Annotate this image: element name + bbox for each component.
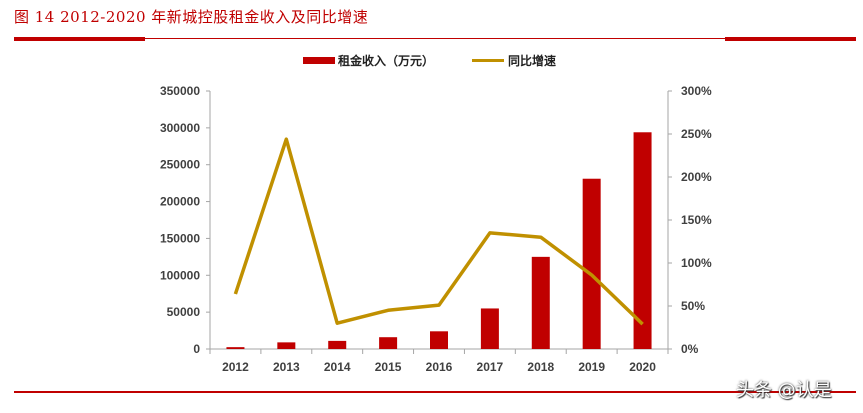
x-axis-tick-label: 2016	[426, 360, 453, 374]
chart-legend: 租金收入（万元） 同比增速	[0, 52, 863, 72]
x-axis-tick-label: 2014	[324, 360, 351, 374]
left-axis-tick-label: 150000	[160, 231, 200, 245]
legend-item-growth: 同比增速	[472, 52, 556, 69]
bar	[582, 178, 601, 349]
top-rule	[14, 38, 856, 39]
bottom-rule	[14, 391, 856, 393]
top-rule-accent-right	[725, 37, 856, 41]
right-axis-tick-label: 300%	[681, 84, 712, 98]
bar	[633, 132, 652, 349]
bar	[226, 347, 245, 349]
x-axis-tick-label: 2018	[527, 360, 554, 374]
bar	[480, 308, 499, 349]
top-rule-accent-left	[14, 37, 145, 41]
left-y-axis: 0 50000 100000 150000 200000 250000 300000 3500…	[160, 84, 211, 356]
x-axis-tick-label: 2013	[273, 360, 300, 374]
x-axis-tick-label: 2019	[578, 360, 605, 374]
bar-series-rent-income	[226, 132, 652, 349]
left-axis-tick-label: 200000	[160, 195, 200, 209]
bar	[430, 331, 448, 349]
right-axis-tick-label: 50%	[681, 299, 705, 313]
right-axis-tick-label: 100%	[681, 256, 712, 270]
left-axis-tick-label: 250000	[160, 158, 200, 172]
x-axis: 2012 2013 2014 2015 2016 2017 2018 2019 2020	[209, 348, 669, 374]
right-axis-tick-label: 200%	[681, 170, 712, 184]
x-axis-tick-label: 2020	[629, 360, 656, 374]
left-axis-tick-label: 300000	[160, 121, 200, 135]
bar	[277, 342, 296, 349]
watermark: 头条 @认是	[736, 380, 832, 401]
bar-swatch-icon	[303, 57, 335, 64]
bar	[531, 256, 550, 349]
x-axis-tick-label: 2017	[477, 360, 504, 374]
left-axis-tick-label: 0	[193, 342, 200, 356]
x-axis-tick-label: 2012	[222, 360, 249, 374]
left-axis-tick-label: 50000	[167, 305, 201, 319]
left-axis-tick-label: 350000	[160, 84, 200, 98]
right-y-axis: 0% 50% 100% 150% 200% 250% 300%	[667, 84, 712, 356]
bar	[328, 340, 347, 349]
figure-title: 图 14 2012-2020 年新城控股租金收入及同比增速	[14, 8, 369, 26]
bar	[379, 337, 398, 349]
legend-item-rent-income: 租金收入（万元）	[303, 52, 434, 69]
line-swatch-icon	[472, 59, 504, 62]
line-series-growth	[233, 137, 644, 326]
legend-label-rent-income: 租金收入（万元）	[338, 54, 435, 68]
x-axis-tick-label: 2015	[375, 360, 402, 374]
growth-line	[233, 137, 644, 326]
right-axis-tick-label: 0%	[681, 342, 699, 356]
right-axis-tick-label: 250%	[681, 127, 712, 141]
left-axis-tick-label: 100000	[160, 268, 200, 282]
legend-label-growth: 同比增速	[508, 54, 557, 68]
right-axis-tick-label: 150%	[681, 213, 712, 227]
